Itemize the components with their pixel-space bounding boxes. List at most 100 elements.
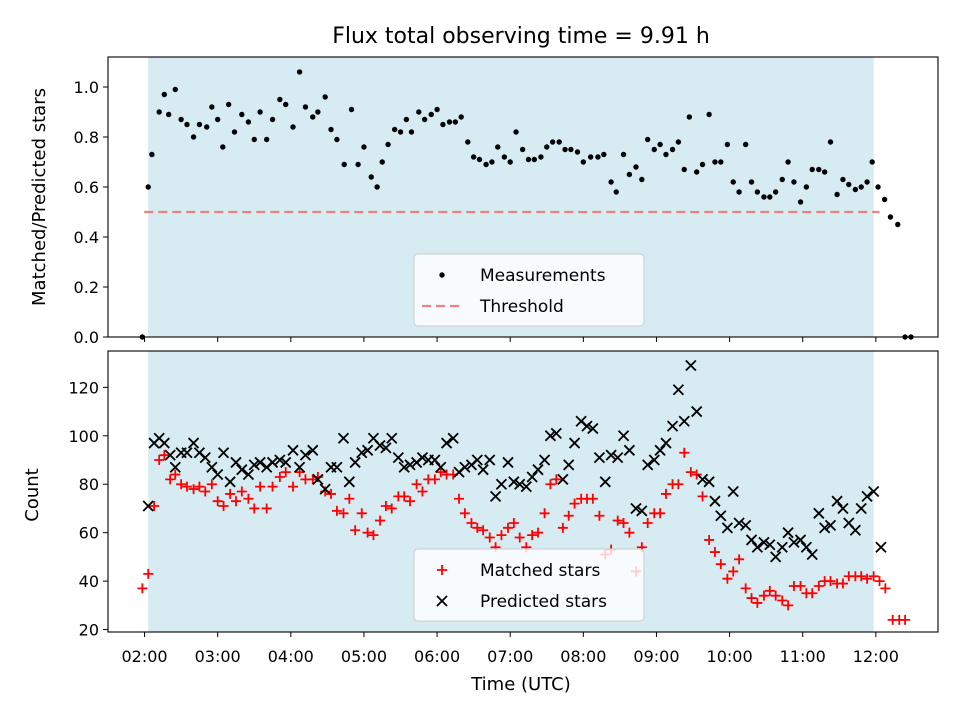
matched-star-point: [143, 568, 154, 579]
predicted-star-point: [642, 459, 654, 471]
matched-star-point: [563, 510, 574, 521]
matched-star-point: [212, 496, 223, 507]
predicted-star-point: [587, 422, 599, 435]
predicted-star-point: [274, 454, 286, 466]
predicted-star-point: [875, 541, 887, 553]
matched-star-point: [508, 517, 519, 528]
y-tick-label: 80: [79, 475, 99, 494]
matched-star-point: [159, 450, 170, 461]
matched-star-point: [624, 527, 635, 538]
predicted-star-point: [236, 464, 248, 476]
measurement-point: [633, 164, 639, 170]
matched-star-point: [380, 501, 391, 512]
matched-star-point: [503, 522, 514, 533]
measurement-point: [556, 139, 562, 145]
measurement-point: [495, 144, 501, 150]
measurement-point: [251, 136, 257, 143]
measurement-point: [887, 214, 894, 220]
predicted-star-point: [374, 439, 386, 452]
measurement-point: [428, 111, 434, 118]
predicted-star-point: [813, 507, 825, 519]
matched-star-point: [362, 527, 373, 538]
matched-star-point: [704, 534, 715, 545]
measurement-point: [834, 191, 840, 198]
measurement-point: [608, 179, 614, 185]
matched-star-point: [181, 481, 192, 492]
predicted-star-point: [605, 449, 617, 461]
matched-star-point: [176, 479, 187, 490]
measurement-point: [355, 161, 361, 168]
measurement-point: [791, 179, 797, 185]
measurement-point: [361, 144, 367, 150]
legend-box: [413, 253, 645, 327]
measurement-point: [465, 139, 471, 145]
predicted-star-point: [703, 476, 715, 488]
predicted-star-point: [343, 476, 355, 488]
predicted-star-point: [550, 427, 562, 439]
measurement-point: [538, 154, 544, 160]
measurement-point: [864, 179, 870, 185]
matched-star-point: [435, 467, 446, 478]
matched-star-point: [243, 493, 254, 504]
measurement-point: [283, 101, 289, 108]
measurement-point: [334, 136, 340, 143]
predicted-star-point: [837, 502, 849, 515]
predicted-star-point: [520, 481, 532, 493]
predicted-star-point: [361, 444, 374, 456]
predicted-star-point: [672, 384, 685, 396]
measurement-point: [403, 116, 410, 123]
measurement-point: [562, 146, 568, 153]
measurement-point: [587, 154, 594, 160]
measurement-point: [846, 181, 852, 188]
measurement-point: [613, 189, 619, 195]
predicted-star-point: [248, 459, 260, 471]
matched-star-point: [612, 515, 623, 526]
measurement-point: [458, 114, 464, 120]
measurement-point: [239, 111, 245, 118]
measurement-point: [269, 116, 276, 123]
measurement-point: [601, 151, 607, 158]
matched-star-point: [484, 532, 495, 543]
series-predicted-stars: [142, 359, 887, 563]
predicted-star-point: [733, 517, 745, 529]
matched-star-point: [466, 517, 477, 528]
x-tick-label: 06:00: [414, 647, 460, 666]
predicted-star-point: [508, 476, 520, 488]
predicted-star-point: [416, 451, 429, 464]
legend-label: Measurements: [480, 266, 606, 286]
matched-star-point: [868, 571, 879, 582]
measurement-point: [315, 109, 321, 115]
predicted-star-point: [429, 454, 441, 466]
predicted-star-point: [691, 405, 703, 418]
matched-star-point: [545, 479, 556, 490]
predicted-star-point: [217, 447, 230, 459]
matched-star-point: [764, 585, 775, 596]
measurement-point: [595, 154, 601, 160]
x-tick-label: 03:00: [195, 647, 241, 666]
measurement-point: [470, 154, 477, 160]
measurement-point: [669, 146, 676, 153]
matched-star-point: [837, 578, 848, 589]
measurement-point: [840, 176, 846, 183]
measurement-point: [816, 166, 822, 173]
matched-star-point: [685, 467, 696, 478]
matched-star-point: [230, 496, 241, 507]
predicted-star-point: [142, 500, 154, 512]
measurement-point: [574, 149, 581, 155]
measurement-point: [686, 114, 693, 120]
measurement-point: [663, 151, 669, 158]
y-tick-label: 20: [79, 621, 99, 640]
measurement-point: [385, 141, 391, 148]
measurement-point: [675, 139, 682, 145]
predicted-star-point: [435, 461, 447, 473]
measurement-point: [549, 139, 556, 145]
measurement-point: [501, 154, 508, 160]
measurement-point: [767, 194, 773, 200]
predicted-star-point: [181, 447, 193, 459]
measurement-point: [881, 196, 888, 203]
measurement-point: [290, 124, 296, 130]
x-tick-label: 08:00: [560, 647, 606, 666]
predicted-star-point: [349, 456, 361, 469]
measurement-point: [724, 141, 731, 148]
matched-star-point: [170, 469, 181, 480]
